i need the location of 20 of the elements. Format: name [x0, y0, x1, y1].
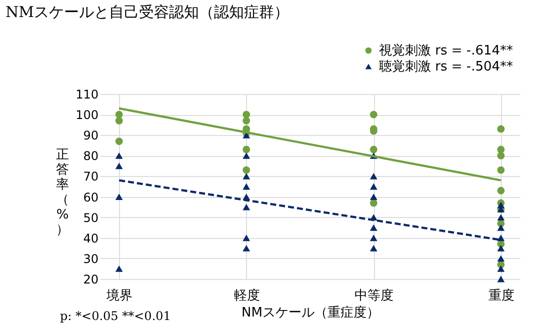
y-tick-label: 90	[83, 128, 98, 143]
y-axis-title: 正答率（%）	[56, 148, 69, 238]
x-tick-label: 境界	[106, 288, 133, 304]
y-tick-label: 50	[83, 210, 98, 225]
x-tick-label: 軽度	[234, 288, 260, 304]
x-tick-label: 中等度	[354, 288, 394, 304]
legend-label: 聴覚刺激 rs = -.504**	[379, 60, 514, 74]
legend-label: 視覚刺激 rs = -.614**	[379, 44, 514, 58]
x-tick-label: 重度	[488, 288, 514, 304]
x-axis-title: NMスケール（重症度）	[242, 304, 380, 320]
y-tick-label: 30	[83, 252, 98, 266]
y-tick-label: 60	[83, 190, 98, 204]
y-tick-label: 40	[83, 231, 98, 246]
y-tick-label: 80	[83, 149, 98, 164]
y-tick-label: 20	[83, 272, 98, 286]
text: p: *<0.05 **<0.01	[60, 309, 171, 323]
y-tick-label: 100	[76, 108, 98, 122]
y-tick-label: 70	[83, 170, 98, 184]
y-tick-label: 110	[76, 88, 98, 102]
chart-title: NMスケールと自己受容認知（認知症群）	[6, 3, 289, 21]
